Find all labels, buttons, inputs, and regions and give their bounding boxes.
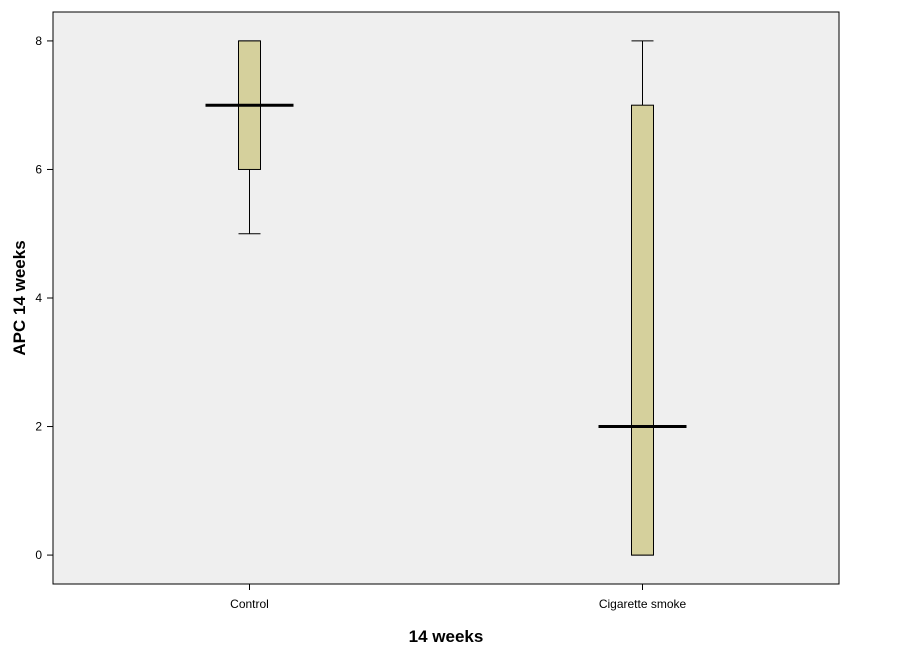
y-tick-label: 8 bbox=[35, 34, 42, 48]
x-tick-label: Control bbox=[230, 597, 269, 611]
y-axis: 0 2 4 6 8 bbox=[35, 34, 53, 562]
iqr-box bbox=[631, 104, 654, 556]
x-axis: Control Cigarette smoke bbox=[230, 584, 687, 611]
x-tick-label: Cigarette smoke bbox=[599, 597, 687, 611]
boxes-group bbox=[205, 40, 687, 556]
y-tick-label: 6 bbox=[35, 162, 42, 176]
y-tick-label: 0 bbox=[35, 548, 42, 562]
x-axis-title: 14 weeks bbox=[409, 627, 484, 646]
plot-area bbox=[52, 11, 840, 585]
y-tick-label: 4 bbox=[35, 291, 42, 305]
y-tick-label: 2 bbox=[35, 420, 42, 434]
y-axis-title: APC 14 weeks bbox=[10, 240, 29, 355]
